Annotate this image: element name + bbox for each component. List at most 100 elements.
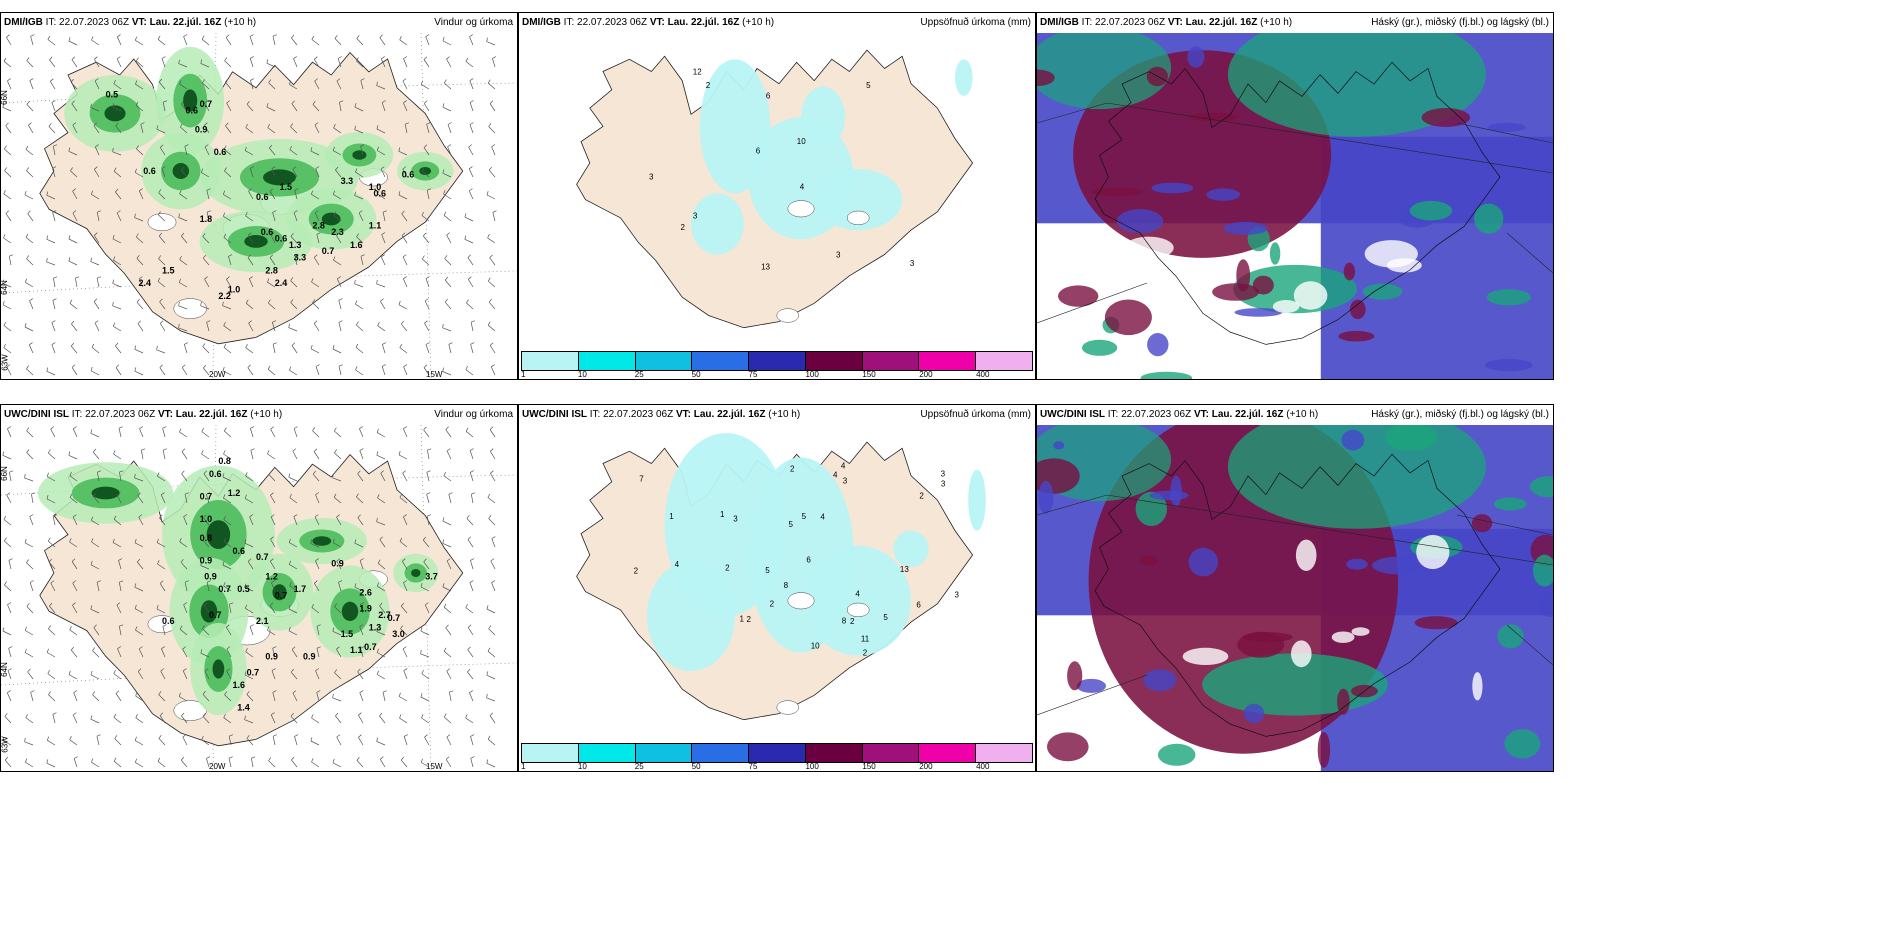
colorbar-ticks: 1 10 25 50 75 100 150 200 400 xyxy=(521,763,1033,771)
colorbar-swatch xyxy=(805,352,863,370)
colorbar-tick-label: 100 xyxy=(805,762,819,771)
colorbar-swatch xyxy=(692,352,750,370)
panel-title: DMI/IGB IT: 22.07.2023 06Z VT: Lau. 22.j… xyxy=(1,13,517,33)
accum-value-label: 10 xyxy=(797,137,806,146)
precip-colorbar xyxy=(521,743,1033,763)
precip-value-label: 1.2 xyxy=(265,571,278,581)
precip-value-label: 1.8 xyxy=(200,214,213,224)
colorbar-swatch xyxy=(919,352,977,370)
accum-value-label: 2 xyxy=(790,465,795,474)
precip-value-label: 2.4 xyxy=(275,278,288,288)
colorbar-swatch xyxy=(862,352,920,370)
accum-value-label: 3 xyxy=(843,476,848,485)
accum-value-label: 6 xyxy=(806,555,811,564)
accum-value-label: 2 xyxy=(770,600,775,609)
accum-value-label: 2 xyxy=(681,223,686,232)
colorbar-tick-label: 1 xyxy=(521,762,526,771)
colorbar-swatch xyxy=(749,744,806,762)
colorbar-swatch xyxy=(635,352,693,370)
accum-value-label: 6 xyxy=(766,91,771,100)
accum-value-label: 5 xyxy=(765,566,770,575)
precip-value-label: 0.6 xyxy=(209,469,222,479)
precip-value-label: 1.1 xyxy=(350,645,363,655)
accum-value-label: 2 xyxy=(725,564,730,573)
accum-value-label: 3 xyxy=(941,480,946,489)
precip-value-label: 0.6 xyxy=(256,192,269,202)
precip-value-label: 1.1 xyxy=(369,221,382,231)
cloud-cover-map xyxy=(1037,425,1553,771)
precip-value-label: 1.6 xyxy=(350,240,363,250)
wind-precip-map: 0.80.60.7 1.21.00.80.90.90.70.60.50.70.60… xyxy=(1,425,517,771)
precip-value-label: 1.7 xyxy=(294,584,307,594)
accum-value-label: 8 xyxy=(784,581,789,590)
colorbar-swatch xyxy=(976,352,1033,370)
precip-value-label: 2.3 xyxy=(331,227,344,237)
colorbar-tick-label: 100 xyxy=(805,370,819,379)
precip-value-label: 0.7 xyxy=(322,246,335,256)
colorbar-tick-label: 10 xyxy=(577,762,587,771)
precip-value-label: 0.6 xyxy=(402,169,415,179)
colorbar-swatch xyxy=(976,744,1033,762)
accum-value-label: 2 xyxy=(863,649,868,658)
accum-value-label: 3 xyxy=(836,250,841,259)
precip-value-label: 0.7 xyxy=(200,491,213,501)
lat-label-64n: 64N xyxy=(0,280,9,295)
precip-value-label: 0.8 xyxy=(200,533,213,543)
panel-uwc-wind-precip: UWC/DINI ISL IT: 22.07.2023 06Z VT: Lau.… xyxy=(0,404,518,772)
model-name: UWC/DINI ISL xyxy=(4,409,69,420)
accum-value-label: 3 xyxy=(941,470,946,479)
model-name: DMI/IGB xyxy=(1040,17,1079,28)
accum-value-label: 2 xyxy=(706,81,711,90)
precip-value-label: 1.0 xyxy=(228,285,241,295)
precip-value-label: 0.6 xyxy=(233,546,246,556)
panel-dmi-wind-precip: DMI/IGB IT: 22.07.2023 06Z VT: Lau. 22.j… xyxy=(0,12,518,380)
accum-value-label: 4 xyxy=(800,183,805,192)
product-name: Uppsöfnuð úrkoma (mm) xyxy=(920,17,1031,28)
accum-value-label: 3 xyxy=(955,590,960,599)
model-name: DMI/IGB xyxy=(4,17,43,28)
accum-value-label: 4 xyxy=(841,461,846,470)
accum-value-label: 2 xyxy=(747,615,752,624)
precip-value-label: 1.2 xyxy=(228,488,241,498)
accum-value-label: 13 xyxy=(761,263,770,272)
accum-value-label: 12 xyxy=(693,68,702,77)
precip-value-label: 0.9 xyxy=(303,651,316,661)
colorbar-swatch xyxy=(578,744,636,762)
lat-label-63w: 63W xyxy=(0,354,10,371)
lead-time: (+10 h) xyxy=(250,409,283,420)
accum-value-label: 8 xyxy=(842,616,847,625)
colorbar-swatch xyxy=(919,744,977,762)
precip-value-label: 3.3 xyxy=(294,253,307,263)
accum-value-label: 3 xyxy=(649,173,654,182)
init-time: 22.07.2023 06Z xyxy=(85,409,156,420)
precip-value-label: 0.7 xyxy=(388,613,401,623)
panel-title: UWC/DINI ISL IT: 22.07.2023 06Z VT: Lau.… xyxy=(1,405,517,425)
precip-value-label: 0.7 xyxy=(256,552,269,562)
precip-value-label: 3.7 xyxy=(425,571,438,581)
panel-uwc-accum-precip: UWC/DINI ISL IT: 22.07.2023 06Z VT: Lau.… xyxy=(518,404,1036,772)
precip-value-label: 1.6 xyxy=(233,680,246,690)
product-name: Uppsöfnuð úrkoma (mm) xyxy=(920,409,1031,420)
colorbar-swatch xyxy=(862,744,920,762)
colorbar-tick-label: 150 xyxy=(862,762,876,771)
precip-value-label: 1.5 xyxy=(280,182,293,192)
colorbar-swatch xyxy=(578,352,636,370)
accum-value-label: 3 xyxy=(910,259,915,268)
init-time: 22.07.2023 06Z xyxy=(577,17,648,28)
colorbar-tick-label: 200 xyxy=(919,370,933,379)
precip-value-label: 0.6 xyxy=(261,227,274,237)
lead-time: (+10 h) xyxy=(768,409,801,420)
valid-time: Lau. 22.júl. 16Z xyxy=(1185,17,1258,28)
model-name: UWC/DINI ISL xyxy=(522,409,587,420)
precip-value-label: 0.5 xyxy=(237,584,250,594)
precip-value-label: 0.9 xyxy=(331,559,344,569)
model-name: DMI/IGB xyxy=(522,17,561,28)
panel-dmi-accum-precip: DMI/IGB IT: 22.07.2023 06Z VT: Lau. 22.j… xyxy=(518,12,1036,380)
colorbar-swatch xyxy=(522,744,579,762)
accum-value-label: 5 xyxy=(883,613,888,622)
product-name: Háský (gr.), miðský (fj.bl.) og lágský (… xyxy=(1371,409,1549,420)
accum-value-label: 3 xyxy=(693,212,698,221)
precip-value-label: 1.5 xyxy=(341,629,354,639)
precip-value-label: 2.7 xyxy=(378,610,391,620)
